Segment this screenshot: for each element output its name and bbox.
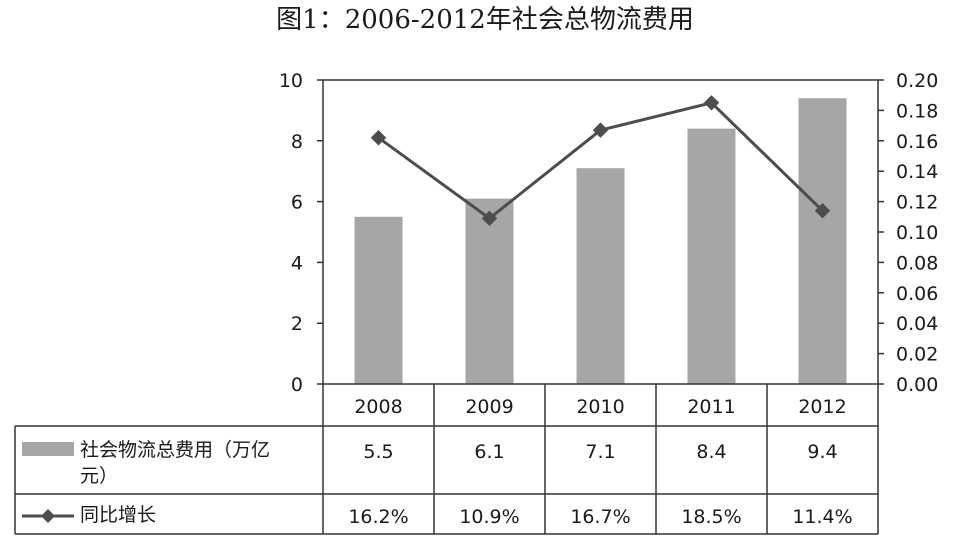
table-value-bar-2011: 8.4	[696, 441, 726, 463]
table-category-2010: 2010	[576, 396, 624, 418]
chart-title: 图1：2006-2012年社会总物流费用	[276, 5, 694, 35]
bar-series	[354, 98, 847, 385]
right-axis-tick-label: 0.18	[896, 100, 938, 122]
growth-marker-2009	[481, 210, 498, 227]
right-axis-tick-label: 0.10	[896, 222, 938, 244]
table-value-line-2011: 18.5%	[681, 506, 741, 528]
right-axis-tick-label: 0.20	[896, 70, 938, 92]
growth-marker-2012	[814, 203, 831, 219]
table-value-bar-2009: 6.1	[474, 441, 504, 463]
right-axis-tick-label: 0.00	[896, 374, 938, 396]
table-value-bar-2012: 9.4	[807, 441, 837, 463]
right-axis-tick-label: 0.12	[896, 192, 938, 214]
table-category-2008: 2008	[354, 396, 402, 418]
table-value-bar-2010: 7.1	[585, 441, 615, 463]
right-axis-tick-label: 0.06	[896, 283, 938, 305]
left-axis-tick-label: 6	[291, 192, 303, 214]
right-axis-tick-label: 0.14	[896, 161, 938, 183]
table-value-line-2012: 11.4%	[792, 506, 852, 528]
left-axis-tick-label: 2	[291, 313, 303, 335]
bar-2008	[354, 216, 403, 384]
right-axis-tick-label: 0.04	[896, 313, 938, 335]
growth-marker-2008	[370, 130, 387, 146]
legend-label-bar: 社会物流总费用（万亿元）	[80, 439, 270, 487]
legend-swatch-bar	[22, 442, 74, 456]
bar-2009	[465, 198, 514, 384]
left-axis-tick-label: 8	[291, 131, 303, 153]
left-axis-tick-label: 10	[279, 70, 303, 92]
table-category-2011: 2011	[687, 396, 735, 418]
right-axis-tick-label: 0.02	[896, 344, 938, 366]
data-table: 2008 2009 2010 2011 2012 社会物流总费用（万亿元） 5.5 6.1 7.…	[14, 383, 879, 535]
right-axis-tick-label: 0.16	[896, 131, 938, 153]
growth-marker-2011	[703, 95, 720, 111]
bar-2011	[687, 128, 736, 384]
table-value-bar-2008: 5.5	[363, 441, 393, 463]
bar-2012	[798, 98, 847, 385]
table-category-2009: 2009	[465, 396, 513, 418]
table-value-line-2010: 16.7%	[570, 506, 630, 528]
right-axis-tick-label: 0.08	[896, 252, 938, 274]
left-axis-tick-label: 4	[291, 252, 303, 274]
table-value-line-2009: 10.9%	[459, 506, 519, 528]
legend-swatch-marker	[41, 509, 55, 523]
table-value-line-2008: 16.2%	[348, 506, 408, 528]
left-axis: 0 2 4 6 8 10	[279, 70, 323, 396]
right-axis: 0.00 0.02 0.04 0.06 0.08 0.10 0.12 0.14 0.16 0.18…	[878, 70, 938, 396]
table-category-2012: 2012	[798, 396, 846, 418]
legend-label-line: 同比增长	[80, 504, 156, 526]
left-axis-tick-label: 0	[291, 374, 303, 396]
line-series	[370, 95, 831, 227]
bar-2010	[576, 168, 625, 384]
growth-marker-2010	[592, 122, 609, 138]
